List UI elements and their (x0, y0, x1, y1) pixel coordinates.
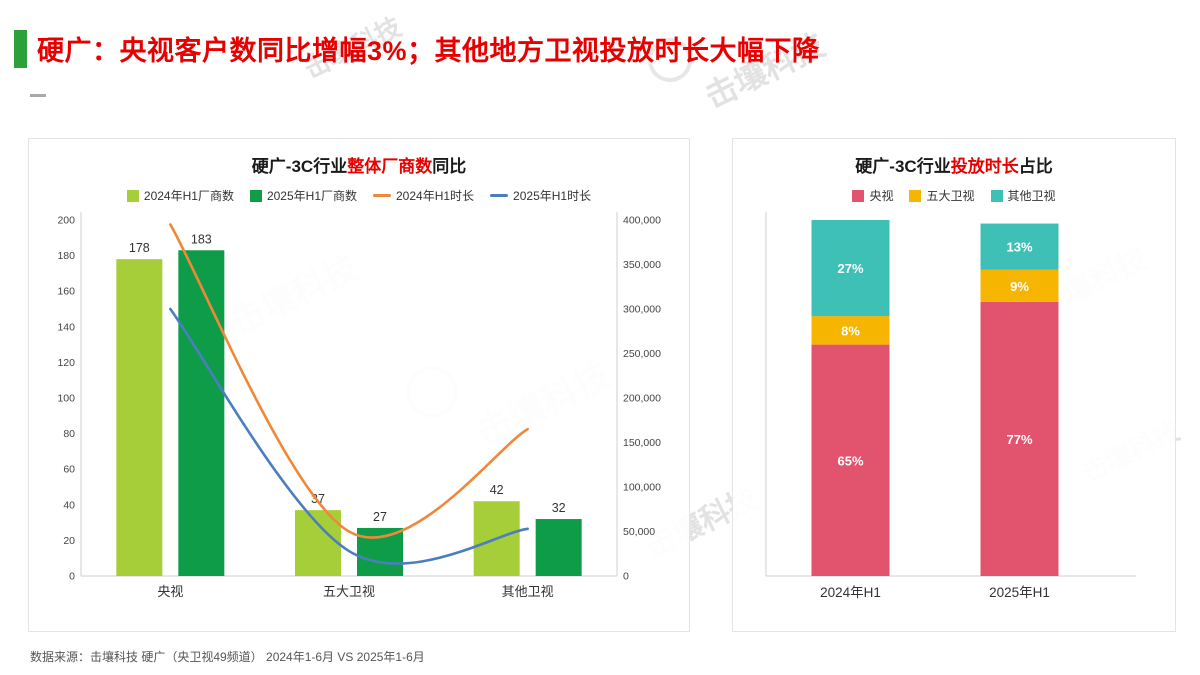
svg-text:0: 0 (623, 571, 629, 583)
svg-text:140: 140 (57, 321, 75, 333)
right-chart-title: 硬广-3C行业投放时长占比 (855, 152, 1052, 177)
left-chart-title-part: 硬广-3C行业 (251, 157, 348, 176)
legend-color-swatch (909, 189, 922, 202)
legend-label: 2025年H1时长 (513, 189, 592, 203)
right-chart-legend: 央视 五大卫视 其他卫视 (852, 187, 1056, 204)
legend-item: 2024年H1时长 (373, 187, 474, 204)
legend-label: 央视 (869, 189, 894, 203)
svg-text:50,000: 50,000 (623, 526, 655, 538)
left-chart-plot: 0 20 40 60 80 100 120 140 160 180 200 0 50,000 100,00… (57, 212, 661, 599)
svg-text:8%: 8% (841, 323, 860, 338)
svg-text:13%: 13% (1006, 240, 1032, 255)
left-chart-card: 硬广-3C行业整体厂商数同比 2024年H1厂商数 2025年H1厂商数 2024年… (28, 138, 690, 632)
svg-text:42: 42 (490, 483, 504, 497)
legend-color-swatch (126, 189, 139, 202)
right-chart-plot: 2024年H1 2025年H1 65% 8% 27% 77% 9% 13% (765, 212, 1136, 600)
svg-text:27%: 27% (837, 261, 863, 276)
svg-text:80: 80 (63, 428, 75, 440)
svg-text:100: 100 (57, 393, 75, 405)
legend-item: 央视 (852, 187, 893, 204)
right-chart-title-part: 占比 (1018, 157, 1053, 176)
svg-text:200: 200 (57, 215, 75, 227)
page-title: 硬广：央视客户数同比增幅3%；其他地方卫视投放时长大幅下降 (37, 36, 820, 66)
svg-text:27: 27 (373, 510, 387, 524)
legend-item: 2025年H1厂商数 (249, 187, 357, 204)
legend-label: 2024年H1厂商数 (143, 189, 234, 203)
svg-text:178: 178 (129, 241, 150, 255)
svg-text:200,000: 200,000 (623, 393, 661, 405)
legend-label: 五大卫视 (926, 189, 975, 203)
svg-text:20: 20 (63, 535, 75, 547)
svg-text:五大卫视: 五大卫视 (323, 584, 375, 599)
data-source-note: 数据来源：击壤科技 硬广（央卫视49频道） 2024年1-6月 VS 2025年… (30, 650, 425, 664)
legend-line-swatch (373, 194, 391, 197)
legend-color-swatch (990, 189, 1003, 202)
svg-text:180: 180 (57, 250, 75, 262)
left-chart-title: 硬广-3C行业整体厂商数同比 (252, 152, 466, 177)
svg-text:65%: 65% (837, 453, 863, 468)
svg-text:350,000: 350,000 (623, 259, 661, 271)
svg-text:0: 0 (69, 571, 75, 583)
right-chart-title-part: 硬广-3C行业 (855, 157, 951, 176)
left-chart-legend: 2024年H1厂商数 2025年H1厂商数 2024年H1时长 2025年H1时长 (126, 187, 591, 204)
svg-text:183: 183 (191, 232, 212, 246)
svg-text:2024年H1: 2024年H1 (820, 585, 881, 600)
svg-text:2025年H1: 2025年H1 (989, 585, 1050, 600)
svg-text:其他卫视: 其他卫视 (502, 584, 554, 599)
svg-text:32: 32 (552, 501, 566, 515)
svg-text:40: 40 (63, 499, 75, 511)
legend-color-swatch (852, 189, 865, 202)
right-chart-title-highlight: 投放时长 (950, 157, 1019, 176)
svg-text:160: 160 (57, 286, 75, 298)
svg-text:120: 120 (57, 357, 75, 369)
legend-label: 2024年H1时长 (396, 189, 475, 203)
svg-text:150,000: 150,000 (623, 437, 661, 449)
left-chart-title-highlight: 整体厂商数 (347, 157, 433, 176)
left-chart-title-part: 同比 (432, 157, 467, 176)
svg-text:60: 60 (63, 464, 75, 476)
legend-color-swatch (249, 189, 262, 202)
legend-label: 其他卫视 (1007, 189, 1056, 203)
legend-label: 2025年H1厂商数 (266, 189, 357, 203)
right-chart-card: 硬广-3C行业投放时长占比 央视 五大卫视 其他卫视 2024年H1 2025年H1 6… (732, 138, 1176, 632)
title-accent-bar (14, 30, 27, 68)
legend-item: 2025年H1时长 (490, 187, 591, 204)
svg-text:9%: 9% (1010, 279, 1029, 294)
svg-text:77%: 77% (1006, 432, 1032, 447)
legend-item: 2024年H1厂商数 (126, 187, 234, 204)
legend-item: 五大卫视 (909, 187, 975, 204)
legend-line-swatch (490, 194, 509, 197)
legend-item: 其他卫视 (990, 187, 1056, 204)
svg-text:央视: 央视 (157, 584, 183, 599)
svg-text:300,000: 300,000 (623, 304, 661, 316)
svg-text:250,000: 250,000 (623, 348, 661, 360)
svg-text:100,000: 100,000 (623, 482, 661, 494)
svg-text:400,000: 400,000 (623, 215, 661, 227)
title-dash (30, 94, 46, 97)
